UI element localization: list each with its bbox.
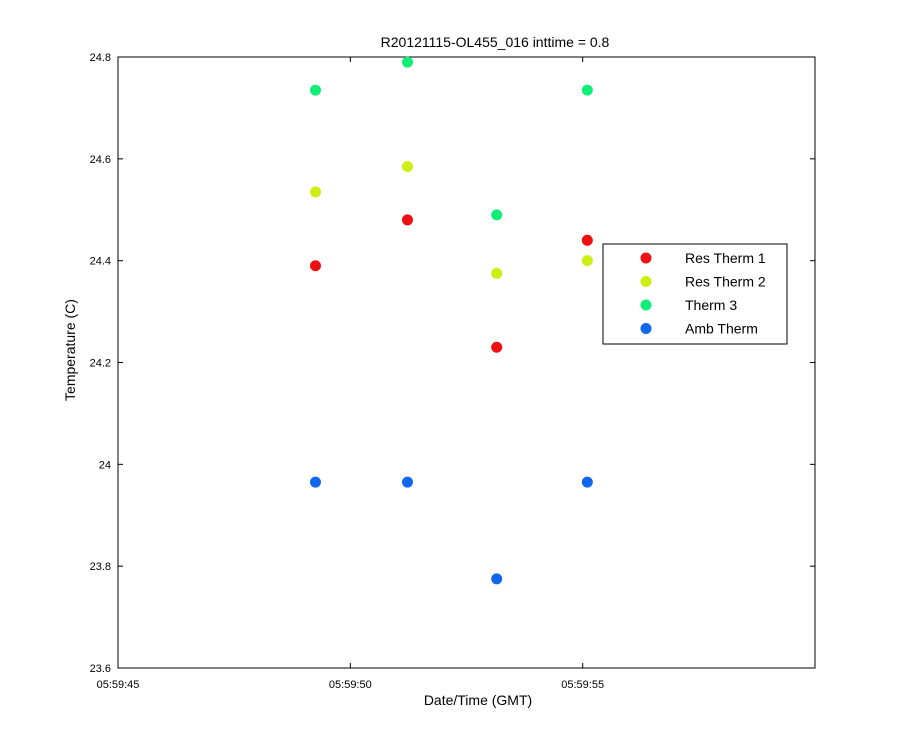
x-tick-label: 05:59:55 [561, 679, 604, 691]
y-tick-label: 23.6 [90, 663, 111, 675]
data-point-series-4 [491, 573, 503, 585]
legend-marker [640, 252, 652, 264]
x-tick-label: 05:59:50 [329, 679, 372, 691]
legend-label: Res Therm 2 [685, 274, 766, 290]
data-point-series-1 [491, 341, 503, 353]
x-tick-label: 05:59:45 [97, 679, 140, 691]
y-tick-label: 23.8 [90, 561, 111, 573]
data-point-series-3 [491, 209, 503, 221]
data-point-series-1 [581, 234, 593, 246]
data-point-series-1 [309, 260, 321, 272]
chart-title: R20121115-OL455_016 inttime = 0.8 [381, 34, 610, 50]
data-point-series-2 [401, 160, 413, 172]
data-points [309, 56, 593, 585]
legend-label: Amb Therm [685, 321, 758, 337]
legend-box [602, 243, 788, 345]
y-tick-label: 24.4 [90, 256, 111, 268]
legend-marker [640, 299, 652, 311]
data-point-series-4 [401, 476, 413, 488]
y-tick-label: 24.2 [90, 358, 111, 370]
x-axis-ticks: 05:59:45 05:59:50 05:59:55 [97, 57, 604, 691]
y-tick-label: 24 [99, 459, 111, 471]
data-point-series-4 [309, 476, 321, 488]
y-tick-label: 24.8 [90, 52, 111, 64]
y-axis-ticks: 23.6 23.8 24 24.2 24.4 24.6 24.8 [90, 52, 815, 675]
data-point-series-4 [581, 476, 593, 488]
legend-label: Res Therm 1 [685, 250, 766, 266]
legend-marker [640, 276, 652, 287]
data-point-series-3 [581, 84, 593, 96]
data-point-series-2 [309, 186, 321, 198]
data-point-series-2 [491, 267, 503, 279]
legend-label: Therm 3 [685, 297, 737, 313]
plot-area [117, 56, 816, 669]
data-point-series-3 [401, 56, 413, 68]
legend: Res Therm 1 Res Therm 2 Therm 3 Amb Therm [602, 243, 788, 345]
x-axis-label: Date/Time (GMT) [424, 692, 532, 708]
data-point-series-2 [581, 255, 593, 267]
data-point-series-3 [309, 84, 321, 96]
legend-marker [640, 323, 652, 334]
y-tick-label: 24.6 [90, 154, 111, 166]
data-point-series-1 [401, 214, 413, 226]
y-axis-label: Temperature (C) [62, 299, 78, 401]
